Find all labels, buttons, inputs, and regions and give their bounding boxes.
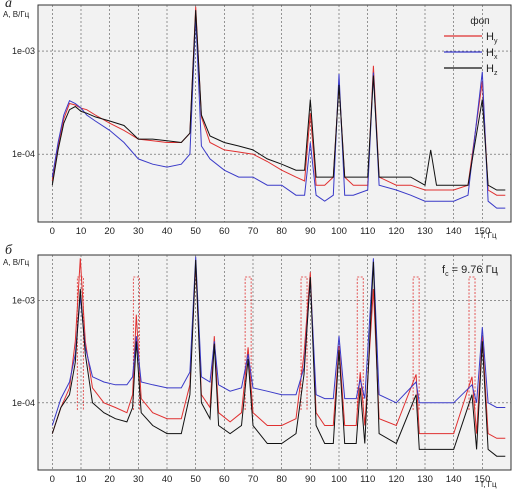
panel-b-xtick-label: 30 (133, 474, 144, 485)
panel-a-ytick-label: 1e-03 (12, 46, 35, 56)
panel-a-xtick-label: 150 (474, 226, 490, 237)
panel-b-ytick-label: 1e-04 (12, 398, 35, 408)
panel-a-xtick-label: 40 (162, 226, 173, 237)
panel-a-xtick-label: 130 (417, 226, 433, 237)
legend-label-hx: Hx (486, 47, 498, 61)
panel-b-plot-area (37, 254, 512, 471)
legend-label-hy: Hy (486, 31, 498, 45)
panel-b-xtick-label: 60 (219, 474, 230, 485)
panel-b-xtick-label: 130 (417, 474, 433, 485)
panel-a-chart: 0 10 20 30 40 50 60 70 80 90 100 110 120 130 140 150 1e-… (12, 4, 512, 237)
legend-title: фоп (470, 15, 489, 27)
legend-label-hz: Hz (486, 63, 498, 77)
panel-b-harmonic-marker (412, 276, 420, 410)
panel-b-ytick-label: 1e-03 (12, 296, 35, 306)
panel-b-series-hy (51, 258, 506, 439)
panel-a-series-hy (51, 6, 506, 196)
panel-b-xtick-label: 90 (305, 474, 316, 485)
panel-a-ylabel: A, В/Гц (3, 10, 30, 19)
panel-a-letter: а (5, 0, 12, 11)
panel-b-series-hx (51, 256, 506, 426)
panel-a-xtick-label: 20 (104, 226, 115, 237)
panel-a-series-group (51, 6, 506, 209)
panel-b-harmonic-marker (356, 276, 364, 410)
panel-b-xtick-label: 80 (276, 474, 287, 485)
panel-b-xtick-label: 10 (76, 474, 87, 485)
panel-a-xtick-label: 50 (190, 226, 201, 237)
panel-a-xlabel: f, Гц (481, 231, 497, 240)
panel-b-ylabel: A, В/Гц (3, 258, 30, 267)
panel-a-xtick-label: 90 (305, 226, 316, 237)
panel-a-ytick-label: 1e-04 (12, 149, 35, 159)
panel-a-xtick-label: 80 (276, 226, 287, 237)
panel-b-series-group (51, 256, 506, 457)
panel-b-chart: 0 10 20 30 40 50 60 70 80 90 100 110 120 130 140 150 1e-… (12, 254, 512, 485)
panel-a-xtick-label: 140 (446, 226, 462, 237)
panel-a-xtick-label: 70 (248, 226, 259, 237)
panel-a-legend: фоп Hy Hx Hz (444, 15, 498, 77)
panel-b-xtick-label: 20 (104, 474, 115, 485)
panel-b-series-hz (51, 259, 506, 457)
panel-b-xtick-label: 0 (50, 474, 55, 485)
panel-b-xtick-label: 50 (190, 474, 201, 485)
panel-b-xtick-label: 110 (360, 474, 375, 485)
panel-a-xtick-label: 10 (76, 226, 87, 237)
panel-b-harmonic-marker (300, 276, 308, 410)
panel-a-xtick-label: 60 (219, 226, 230, 237)
panel-a-xtick-label: 120 (388, 226, 404, 237)
panel-a-xtick-label: 110 (360, 226, 375, 237)
panel-b-xtick-label: 70 (248, 474, 259, 485)
panel-a-xtick-label: 30 (133, 226, 144, 237)
panel-a-series-hx (51, 15, 506, 209)
panel-a-plot-area (37, 4, 512, 223)
panel-b-harmonic-marker (468, 276, 476, 410)
panel-b-annotation: fc = 9.76 Гц (442, 264, 499, 278)
panel-b-harmonic-marker (132, 276, 140, 410)
panel-b-xtick-label: 120 (388, 474, 404, 485)
panel-b-letter: б (5, 243, 13, 258)
panel-b-xtick-label: 40 (162, 474, 173, 485)
panel-b-xtick-label: 140 (446, 474, 462, 485)
panel-b-xtick-label: 100 (331, 474, 347, 485)
panel-a-series-hz (51, 10, 506, 191)
panel-a-xtick-label: 100 (331, 226, 347, 237)
panel-a-xtick-label: 0 (50, 226, 55, 237)
panel-b-xtick-label: 150 (474, 474, 490, 485)
panel-b-harmonic-marker (76, 276, 84, 410)
panel-b-harmonic-marker (244, 276, 252, 410)
panel-b-xlabel: f, Гц (481, 480, 497, 489)
